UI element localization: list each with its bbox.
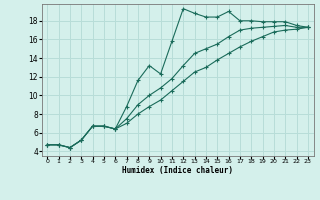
X-axis label: Humidex (Indice chaleur): Humidex (Indice chaleur)	[122, 166, 233, 175]
